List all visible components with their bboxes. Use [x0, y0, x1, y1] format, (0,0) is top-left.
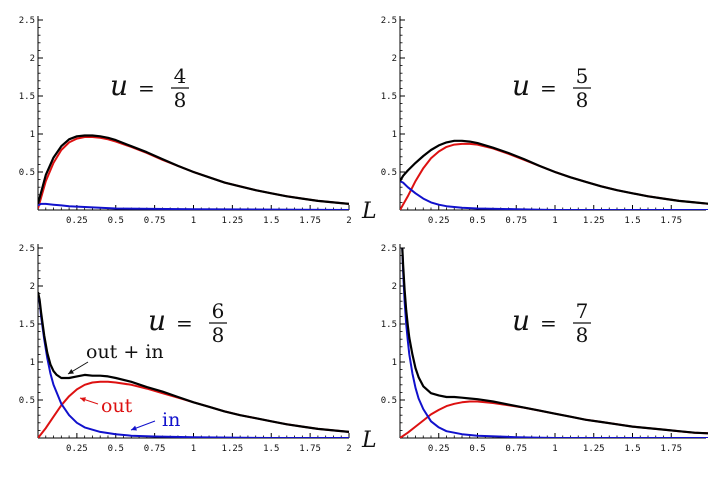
x-tick-label: 0.75: [505, 216, 527, 226]
x-tick-label: 1: [191, 444, 196, 454]
label-var: u: [148, 304, 166, 337]
panel-3: 0.25 0.5 0.75 1 1.25 1.5 1.75 2 0.5 1 1.5 2 2.5 u = 68 L…: [19, 244, 377, 454]
label-var: u: [110, 69, 128, 102]
label-numerator: 6: [212, 299, 225, 323]
y-tick-label: 1.5: [381, 92, 397, 102]
x-tick-label: 2: [346, 444, 351, 454]
y-tick-label: 1.5: [19, 320, 35, 330]
series-total-line: [38, 134, 349, 205]
label-denominator: 8: [212, 323, 225, 347]
label-numerator: 4: [174, 64, 187, 88]
x-tick-label: 0.5: [108, 444, 124, 454]
x-tick-label: 0.5: [469, 444, 485, 454]
label-numerator: 5: [576, 64, 589, 88]
x-tick-label: 1.75: [299, 216, 321, 226]
x-tick-label: 1: [552, 216, 557, 226]
x-axis-label: L: [361, 199, 377, 224]
series-total-line: [401, 247, 708, 435]
label-eq: =: [176, 311, 193, 335]
x-tick-label: 2: [346, 216, 351, 226]
label-eq: =: [540, 311, 557, 335]
x-tick-label: 1.75: [660, 216, 682, 226]
x-tick-label: 1.5: [263, 216, 279, 226]
x-tick-label: 0.25: [428, 216, 450, 226]
panel-label: u = 68: [148, 299, 227, 347]
label-denominator: 8: [576, 323, 589, 347]
panel-label: u = 48: [110, 64, 189, 112]
x-axis-label: L: [361, 428, 377, 453]
panel-label: u = 78: [512, 299, 591, 347]
series-in-line: [401, 247, 708, 438]
total-annotation: out + in: [86, 341, 164, 363]
total-arrowhead: [68, 368, 74, 374]
out-annotation: out: [101, 395, 133, 417]
panel-4: 0.25 0.5 0.75 1 1.25 1.5 1.75 0.5 1 1.5 2 2.5 u = 78: [381, 244, 708, 454]
x-tick-label: 1.25: [222, 216, 244, 226]
series-out-line: [38, 380, 349, 438]
series-in-line: [38, 202, 349, 210]
y-tick-label: 1.5: [381, 320, 397, 330]
series-in-line: [38, 293, 349, 438]
x-tick-label: 1.5: [263, 444, 279, 454]
panel-1: 0.25 0.5 0.75 1 1.25 1.5 1.75 2 0.5 1 1.5 2 2.5 u = 48 L: [19, 16, 377, 226]
y-tick-label: 2: [392, 54, 397, 64]
x-tick-label: 0.5: [469, 216, 485, 226]
y-tick-label: 2.5: [19, 16, 35, 26]
y-tick-label: 1: [30, 130, 35, 140]
y-tick-label: 2.5: [381, 244, 397, 254]
out-arrowhead: [80, 397, 86, 403]
annotations: out + in out in: [67, 341, 180, 431]
label-var: u: [512, 69, 530, 102]
x-tick-label: 1.25: [583, 444, 605, 454]
x-tick-label: 1.75: [299, 444, 321, 454]
y-tick-label: 0.5: [19, 396, 35, 406]
x-tick-label: 0.25: [66, 216, 88, 226]
y-tick-label: 2.5: [19, 244, 35, 254]
y-tick-label: 1: [30, 358, 35, 368]
x-tick-label: 1.25: [583, 216, 605, 226]
label-denominator: 8: [174, 88, 187, 112]
label-numerator: 7: [576, 299, 589, 323]
series-out-line: [400, 142, 708, 210]
x-tick-label: 0.25: [66, 444, 88, 454]
x-tick-label: 0.75: [505, 444, 527, 454]
series-in-line: [400, 180, 708, 210]
curves: [400, 139, 708, 210]
panel-label: u = 58: [512, 64, 591, 112]
in-arrowhead: [131, 425, 137, 431]
x-tick-label: 0.5: [108, 216, 124, 226]
curves: [38, 291, 349, 438]
label-eq: =: [138, 76, 155, 100]
y-tick-label: 1: [392, 358, 397, 368]
series-total-line: [400, 139, 708, 205]
x-tick-label: 0.25: [428, 444, 450, 454]
x-tick-label: 1: [191, 216, 196, 226]
y-tick-label: 0.5: [381, 168, 397, 178]
label-denominator: 8: [576, 88, 589, 112]
y-tick-label: 2: [392, 282, 397, 292]
x-tick-label: 1.5: [624, 216, 640, 226]
x-tick-label: 1.25: [222, 444, 244, 454]
panel-2: 0.25 0.5 0.75 1 1.25 1.5 1.75 0.5 1 1.5 2 2.5 u = 58: [381, 16, 708, 226]
series-out-line: [400, 400, 708, 438]
curves: [400, 247, 708, 438]
y-tick-label: 1.5: [19, 92, 35, 102]
y-tick-label: 2.5: [381, 16, 397, 26]
label-eq: =: [540, 76, 557, 100]
x-tick-label: 1.75: [660, 444, 682, 454]
curves: [38, 134, 349, 210]
x-tick-label: 0.75: [144, 444, 166, 454]
x-tick-label: 1.5: [624, 444, 640, 454]
y-tick-label: 2: [30, 282, 35, 292]
label-var: u: [512, 304, 530, 337]
x-tick-label: 0.75: [144, 216, 166, 226]
y-tick-label: 2: [30, 54, 35, 64]
in-annotation: in: [162, 409, 180, 431]
x-tick-label: 1: [552, 444, 557, 454]
series-total-line: [38, 291, 349, 433]
y-tick-label: 0.5: [381, 396, 397, 406]
y-tick-label: 0.5: [19, 168, 35, 178]
y-tick-label: 1: [392, 130, 397, 140]
